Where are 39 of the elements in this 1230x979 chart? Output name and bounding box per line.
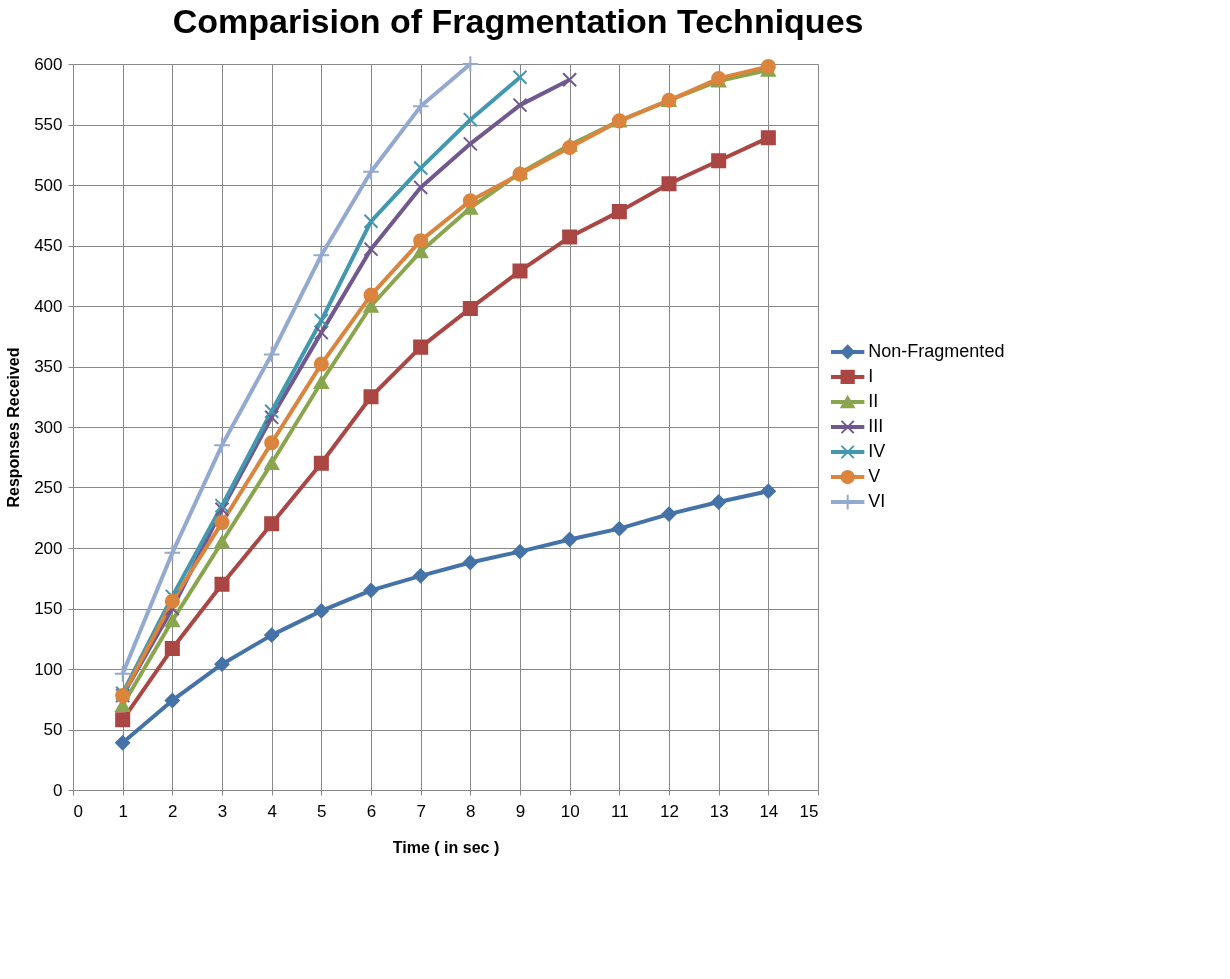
x-tick-label: 7 bbox=[416, 801, 426, 821]
y-tick-label: 100 bbox=[34, 659, 63, 679]
y-tick-label: 300 bbox=[34, 417, 63, 437]
legend-label: VI bbox=[868, 491, 886, 512]
x-tick-label: 14 bbox=[759, 801, 779, 821]
legend-label: I bbox=[868, 365, 874, 386]
y-axis-title: Responses Received bbox=[5, 347, 23, 508]
y-tick-label: 550 bbox=[34, 115, 63, 134]
x-tick-label: 12 bbox=[660, 801, 679, 821]
chart-title: Comparision of Fragmentation Techniques bbox=[172, 1, 864, 40]
y-tick-label: 50 bbox=[43, 720, 63, 739]
x-tick-label: 10 bbox=[560, 801, 580, 821]
legend-label: V bbox=[868, 466, 881, 487]
x-axis-title: Time ( in sec ) bbox=[392, 838, 500, 856]
legend-label: III bbox=[868, 416, 884, 436]
x-tick-label: 8 bbox=[466, 801, 476, 821]
x-tick-label: 1 bbox=[118, 801, 128, 821]
x-tick-label: 4 bbox=[267, 801, 277, 821]
legend-label: IV bbox=[868, 441, 886, 462]
legend-label: Non-Fragmented bbox=[868, 340, 1005, 361]
x-tick-label: 15 bbox=[799, 801, 819, 821]
y-tick-label: 350 bbox=[34, 357, 63, 376]
y-tick-label: 600 bbox=[34, 54, 63, 74]
y-tick-label: 450 bbox=[34, 236, 63, 255]
legend-label: II bbox=[868, 390, 879, 411]
x-tick-label: 9 bbox=[515, 801, 526, 821]
x-tick-label: 3 bbox=[217, 801, 228, 821]
y-tick-label: 500 bbox=[34, 175, 63, 195]
x-tick-label: 11 bbox=[611, 801, 629, 821]
x-tick-label: 0 bbox=[73, 801, 83, 821]
x-tick-label: 5 bbox=[317, 801, 327, 821]
y-tick-label: 0 bbox=[53, 780, 63, 800]
y-tick-label: 250 bbox=[34, 478, 63, 497]
x-tick-label: 6 bbox=[366, 801, 377, 821]
x-tick-label: 13 bbox=[709, 801, 729, 821]
y-tick-label: 150 bbox=[34, 599, 63, 618]
x-tick-label: 2 bbox=[168, 801, 178, 821]
y-tick-label: 400 bbox=[34, 296, 63, 316]
y-tick-label: 200 bbox=[34, 538, 63, 558]
